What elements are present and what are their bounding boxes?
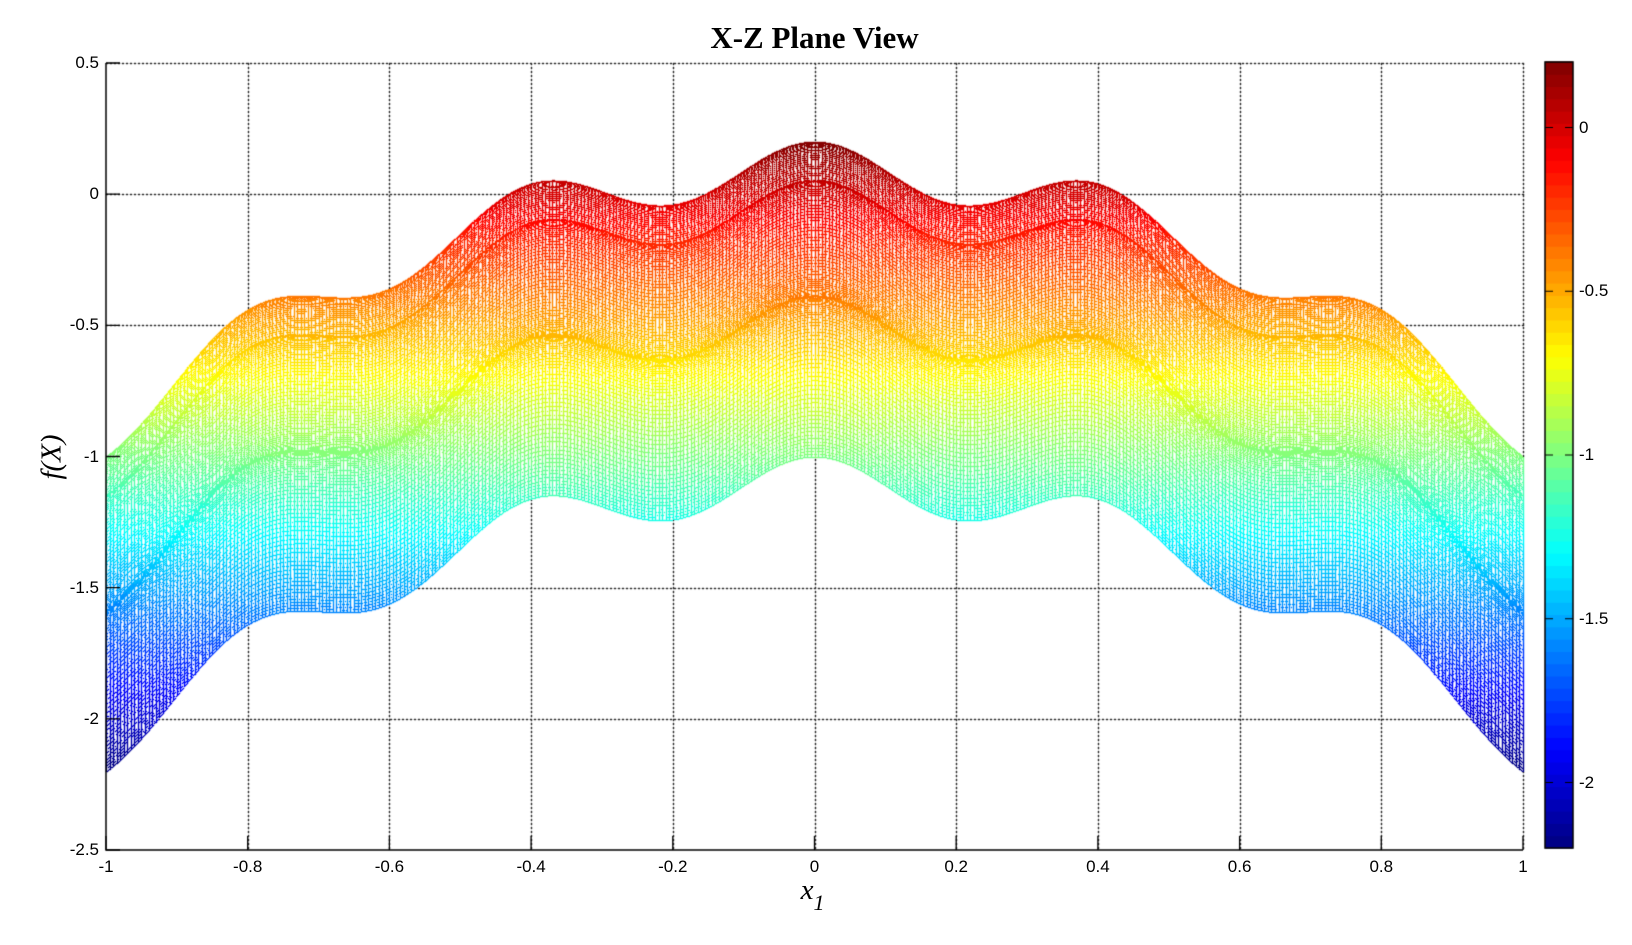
colorbar-tick-label--1: -1: [1579, 445, 1595, 464]
x-tick-label-0: 0: [809, 857, 820, 876]
y-axis-label: f(X): [35, 433, 68, 480]
x-tick-label-0.8: 0.8: [1369, 857, 1394, 876]
y-tick-label--0.5: -0.5: [69, 315, 99, 335]
x-tick-label-1: 1: [1518, 857, 1528, 876]
x-tick-label-0.4: 0.4: [1086, 857, 1110, 876]
y-tick-label--2.5: -2.5: [69, 840, 99, 859]
y-tick-label--1.5: -1.5: [69, 577, 99, 597]
y-tick-label-0.5: 0.5: [75, 53, 99, 72]
colorbar-tick-label--1.5: -1.5: [1579, 608, 1609, 628]
x-tick-label--0.8: -0.8: [233, 857, 263, 876]
x-axis-label-subscript: 1: [813, 889, 825, 915]
plot-title: X-Z Plane View: [710, 20, 919, 55]
x-tick-label--0.6: -0.6: [374, 857, 405, 876]
x-tick-label--0.2: -0.2: [658, 857, 688, 876]
x-tick-label--1: -1: [98, 857, 114, 876]
colorbar-tick-label--0.5: -0.5: [1579, 281, 1609, 301]
y-tick-label-0: 0: [89, 184, 99, 204]
x-axis-label-base: x: [800, 874, 814, 906]
colorbar-tick-label--2: -2: [1579, 772, 1595, 792]
y-tick-label--1: -1: [83, 446, 99, 466]
x-tick-label-0.6: 0.6: [1227, 857, 1252, 876]
colorbar-tick-label-0: 0: [1579, 117, 1589, 137]
x-tick-label-0.2: 0.2: [944, 857, 969, 876]
x-axis-label: x1: [800, 874, 825, 913]
x-tick-label--0.4: -0.4: [516, 857, 546, 876]
y-tick-label--2: -2: [83, 708, 99, 728]
